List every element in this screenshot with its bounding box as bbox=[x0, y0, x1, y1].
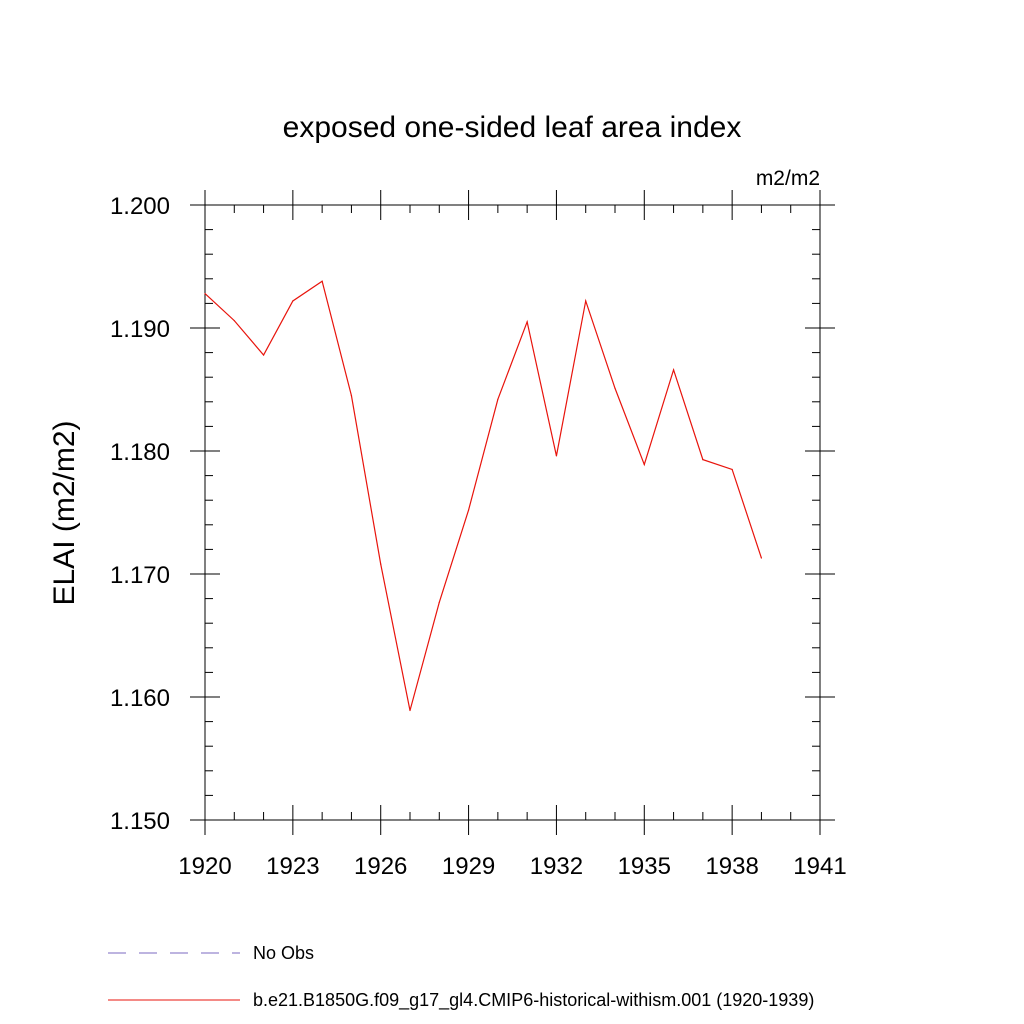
series-line-1 bbox=[204, 280, 762, 711]
plot-frame bbox=[204, 204, 821, 821]
x-tick-label: 1935 bbox=[618, 853, 671, 880]
data-point bbox=[643, 463, 645, 466]
y-axis-label: ELAI (m2/m2) bbox=[48, 420, 81, 605]
data-point bbox=[731, 468, 733, 471]
y-axis-ticks: 1.150 1.160 1.170 1.180 1.190 1.200 bbox=[110, 193, 835, 835]
x-tick-label: 1923 bbox=[266, 853, 319, 880]
data-point bbox=[380, 563, 382, 565]
y-tick-label: 1.150 bbox=[110, 808, 170, 835]
x-tick-label: 1926 bbox=[354, 853, 407, 880]
data-point bbox=[409, 709, 411, 712]
x-tick-label: 1920 bbox=[178, 853, 231, 880]
y-tick-label: 1.190 bbox=[110, 316, 170, 343]
x-tick-label: 1941 bbox=[793, 853, 846, 880]
chart-title: exposed one-sided leaf area index bbox=[283, 111, 742, 144]
series-layer bbox=[204, 280, 763, 712]
y-tick-label: 1.160 bbox=[110, 685, 170, 712]
data-point bbox=[555, 455, 558, 457]
x-tick-label: 1932 bbox=[530, 853, 583, 880]
data-point bbox=[233, 320, 235, 322]
data-point bbox=[292, 300, 294, 302]
data-point bbox=[438, 601, 440, 603]
data-point bbox=[702, 459, 704, 461]
legend: No Obs b.e21.B1850G.f09_g17_gl4.CMIP6-his… bbox=[108, 943, 814, 1011]
data-point bbox=[526, 321, 528, 323]
legend-label-1: b.e21.B1850G.f09_g17_gl4.CMIP6-historica… bbox=[253, 990, 814, 1011]
data-point bbox=[204, 292, 206, 295]
y-tick-label: 1.200 bbox=[110, 193, 170, 220]
y-tick-label: 1.170 bbox=[110, 562, 170, 589]
units-label: m2/m2 bbox=[756, 167, 820, 190]
x-tick-label: 1938 bbox=[705, 853, 758, 880]
data-point bbox=[672, 369, 675, 371]
data-point bbox=[321, 280, 323, 282]
data-point bbox=[497, 398, 499, 400]
data-point bbox=[467, 509, 470, 511]
data-point bbox=[262, 354, 265, 356]
y-tick-label: 1.180 bbox=[110, 439, 170, 466]
data-point bbox=[760, 557, 763, 559]
legend-label-0: No Obs bbox=[253, 943, 314, 963]
x-tick-label: 1929 bbox=[442, 853, 495, 880]
x-axis-ticks: 1920 1923 1926 1929 1932 1935 1938 1941 bbox=[178, 190, 847, 880]
data-point bbox=[585, 300, 587, 302]
data-point bbox=[350, 395, 353, 397]
data-point bbox=[614, 387, 616, 389]
